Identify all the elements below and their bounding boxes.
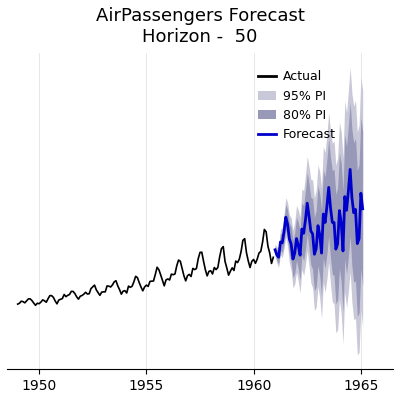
- Title: AirPassengers Forecast
Horizon -  50: AirPassengers Forecast Horizon - 50: [96, 7, 304, 46]
- Legend: Actual, 95% PI, 80% PI, Forecast: Actual, 95% PI, 80% PI, Forecast: [252, 66, 340, 146]
